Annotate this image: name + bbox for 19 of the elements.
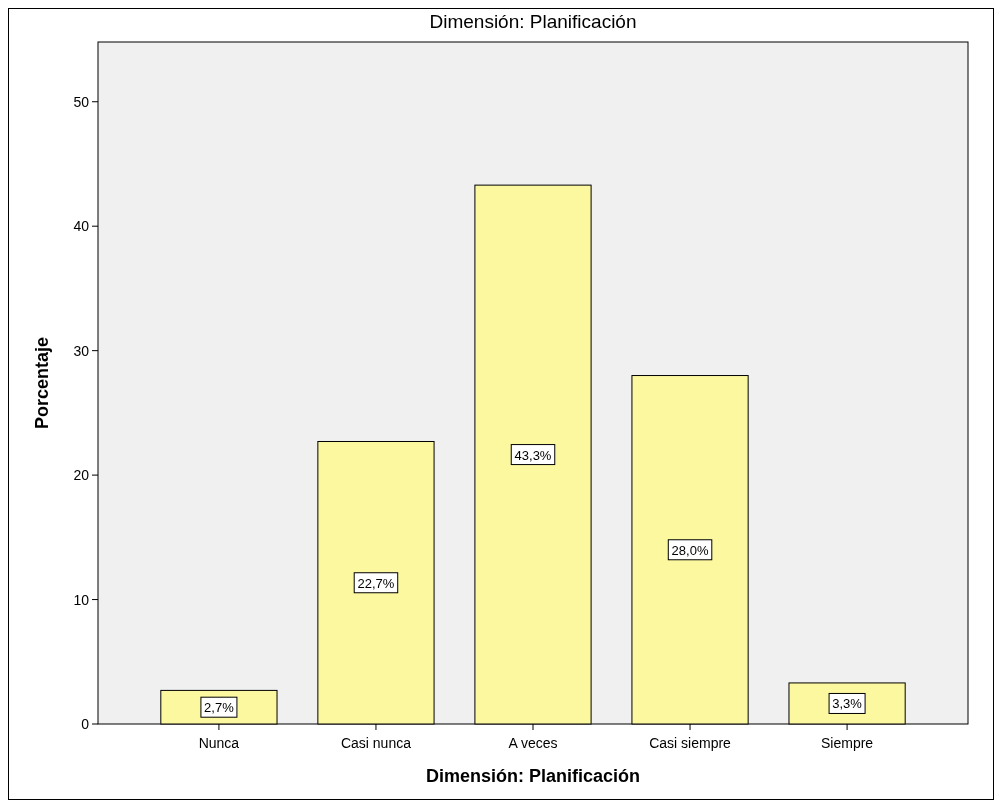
- y-tick-label: 40: [73, 218, 90, 235]
- y-axis-title: Porcentaje: [32, 336, 52, 430]
- x-tick-label: Casi siempre: [649, 735, 732, 751]
- x-tick-label: A veces: [508, 735, 558, 751]
- y-tick-label: 0: [81, 716, 90, 732]
- data-label: 28,0%: [671, 542, 709, 558]
- data-label: 3,3%: [832, 696, 863, 712]
- y-tick-label: 10: [73, 591, 90, 608]
- x-tick-label: Siempre: [821, 735, 874, 751]
- y-tick-label: 30: [73, 342, 90, 359]
- y-tick-label: 20: [73, 467, 90, 484]
- data-label: 43,3%: [514, 447, 552, 463]
- x-axis-title: Dimensión: Planificación: [425, 766, 641, 786]
- y-tick-label: 50: [73, 93, 90, 110]
- x-tick-label: Casi nunca: [340, 735, 412, 751]
- x-tick-label: Nunca: [198, 735, 240, 751]
- chart-title: Dimensión: Planificación: [429, 11, 637, 32]
- data-label: 2,7%: [204, 700, 235, 716]
- data-label: 22,7%: [357, 575, 395, 591]
